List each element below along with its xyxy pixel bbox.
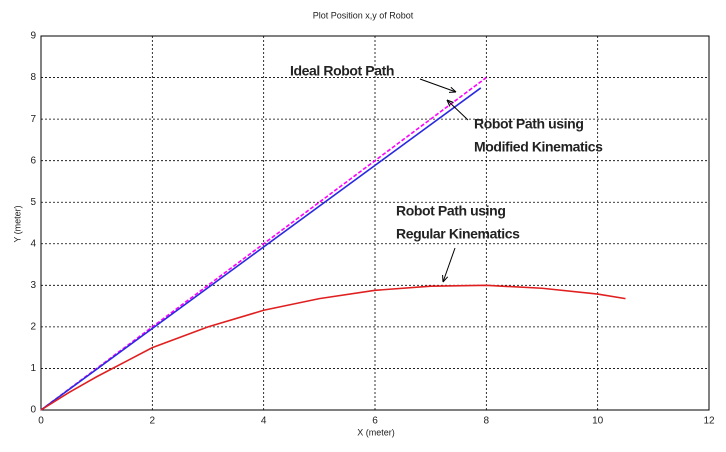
y-tick-label: 0 [30, 405, 36, 416]
series-line [40, 284, 626, 411]
arrow-head [442, 274, 449, 283]
arrow-head [446, 99, 454, 107]
annotation-arrow [419, 78, 457, 93]
axes-box [40, 35, 710, 411]
annotation-arrow [442, 247, 456, 283]
annotation: Modified Kinematics [474, 139, 603, 155]
series-line [40, 76, 487, 411]
y-tick-label: 9 [30, 31, 36, 42]
x-tick-label: 12 [703, 416, 715, 427]
y-tick-label: 4 [30, 238, 36, 249]
annotation-arrow [446, 99, 469, 121]
y-tick-label: 2 [30, 322, 36, 333]
y-tick-label: 7 [30, 114, 36, 125]
x-tick-label: 4 [261, 416, 267, 427]
x-axis-label: X (meter) [357, 427, 395, 437]
series-line [40, 87, 482, 411]
annotation: Ideal Robot Path [290, 63, 394, 79]
y-tick-label: 6 [30, 155, 36, 166]
x-tick-label: 2 [150, 416, 156, 427]
x-tick-label: 8 [484, 416, 490, 427]
x-tick-label: 10 [592, 416, 604, 427]
y-tick-label: 8 [30, 72, 36, 83]
y-tick-label: 1 [30, 363, 36, 374]
arrow-head [448, 86, 457, 93]
y-axis-label: Y (meter) [12, 205, 22, 242]
y-tick-label: 5 [30, 197, 36, 208]
annotation: Robot Path using [396, 203, 505, 219]
annotation: Regular Kinematics [396, 226, 520, 242]
y-tick-label: 3 [30, 280, 36, 291]
x-tick-label: 0 [38, 416, 44, 427]
chart-title: Plot Position x,y of Robot [313, 10, 414, 20]
annotation: Robot Path using [474, 116, 583, 132]
x-tick-label: 6 [372, 416, 378, 427]
